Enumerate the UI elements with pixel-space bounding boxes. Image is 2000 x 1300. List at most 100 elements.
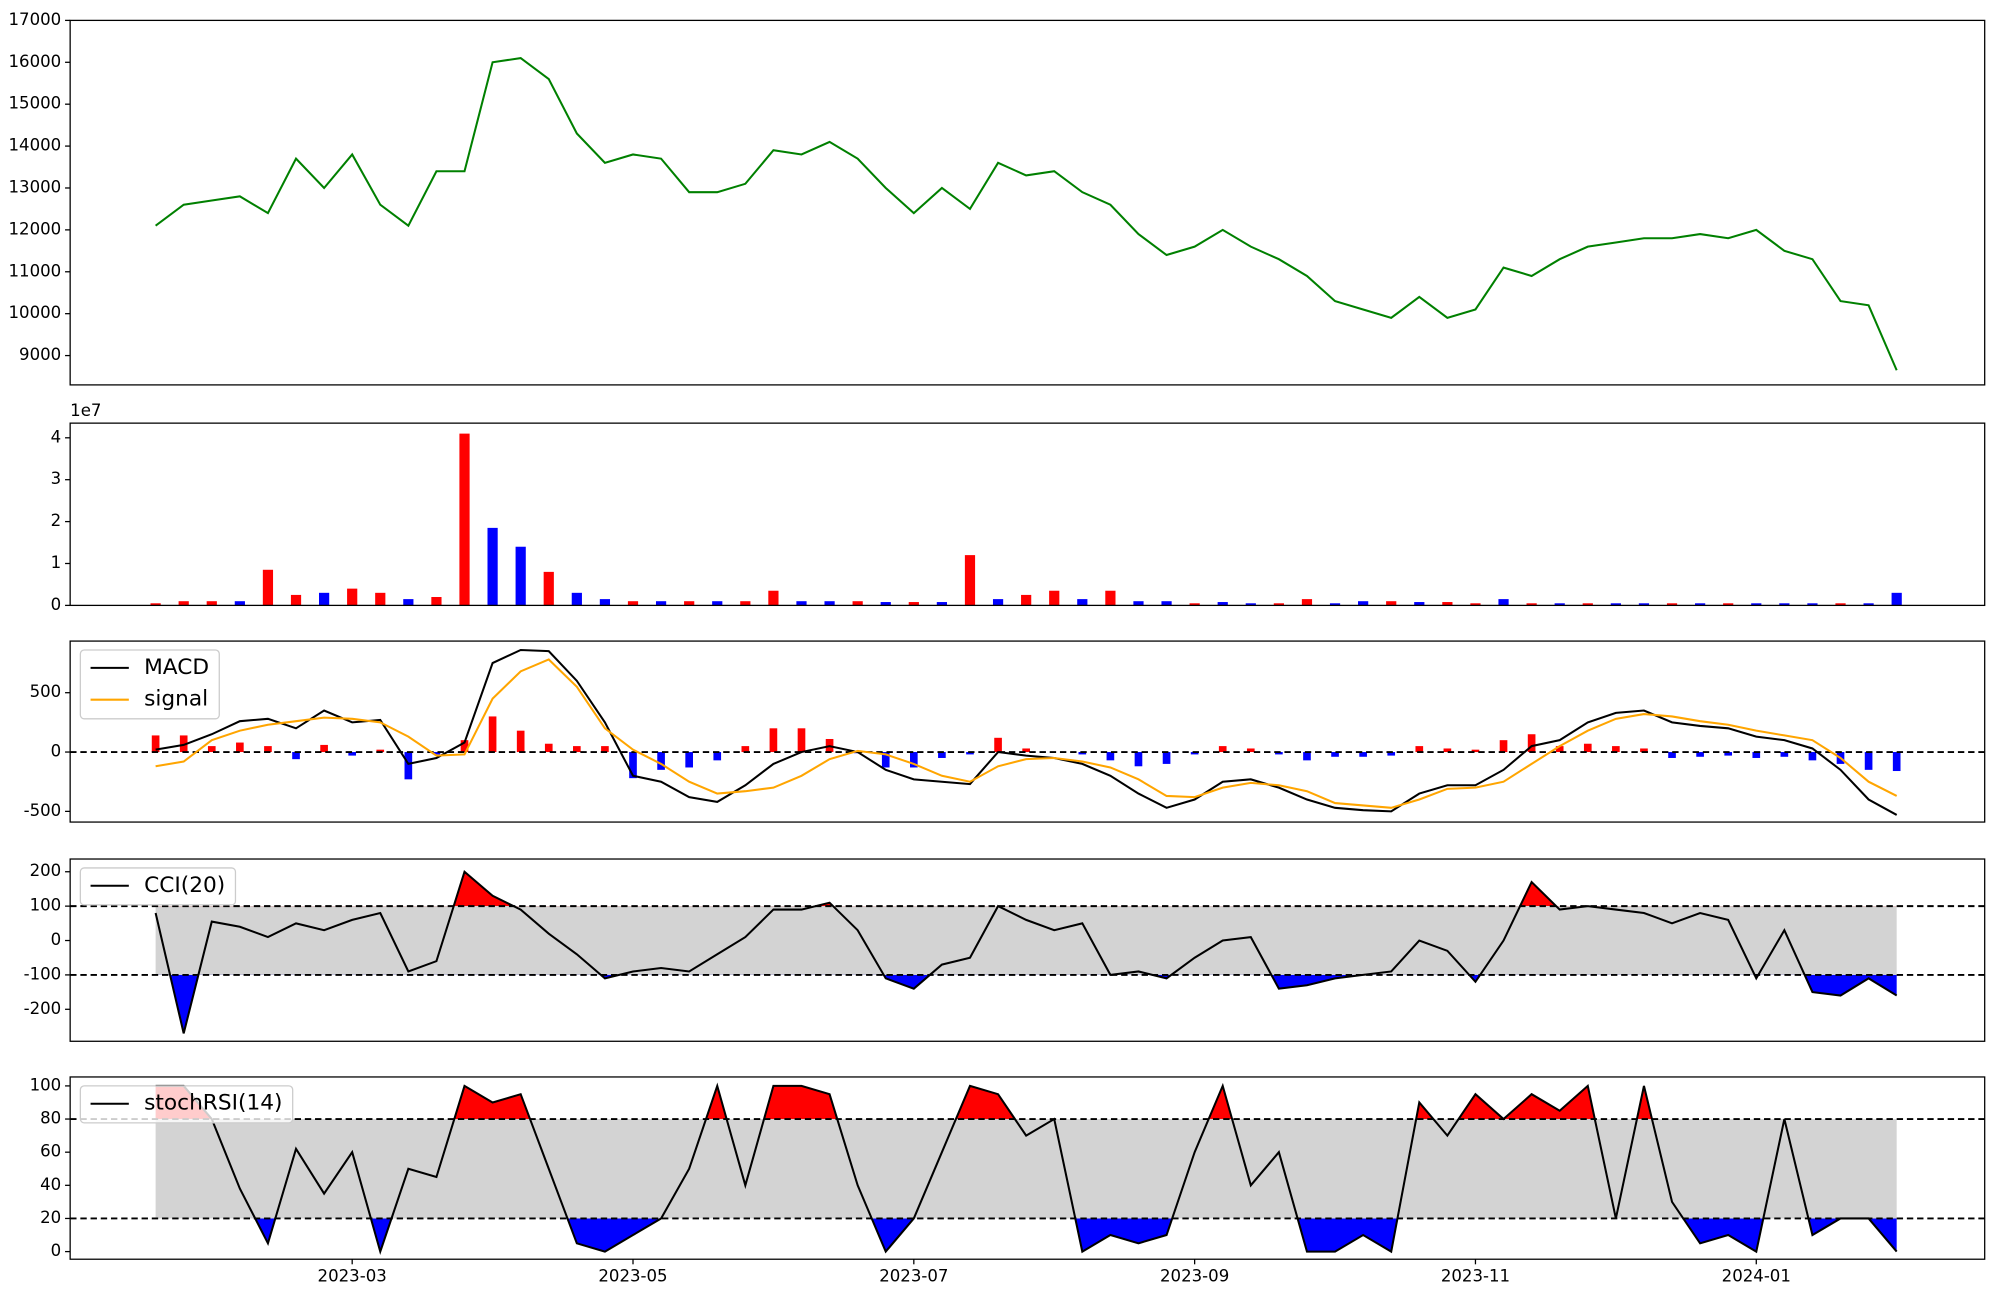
legend-label: MACD — [144, 655, 209, 680]
y-tick-label: 60 — [40, 1142, 61, 1161]
y-tick-label: 0 — [51, 742, 62, 761]
panel: -500 0 500 MACD signal — [24, 640, 1986, 823]
y-tick-label: 100 — [30, 896, 62, 915]
bar — [262, 569, 274, 606]
bar — [684, 601, 695, 606]
bar — [796, 601, 807, 606]
below-fill — [155, 1218, 1897, 1252]
histogram-bar — [320, 744, 328, 753]
histogram-bar — [1752, 752, 1761, 758]
histogram-bar — [1162, 752, 1171, 764]
bar — [459, 433, 470, 606]
histogram-bar — [657, 752, 665, 770]
bar — [403, 599, 414, 606]
histogram-bar — [909, 752, 918, 768]
histogram-bar — [1387, 752, 1396, 756]
bar — [1779, 603, 1790, 606]
bar — [655, 601, 667, 606]
legend-label: CCI(20) — [144, 873, 225, 898]
y-tick-label: 17000 — [9, 10, 62, 29]
y-tick-label: 1 — [51, 553, 62, 572]
histogram-bar — [1359, 752, 1367, 757]
x-tick-label: 2023-05 — [598, 1267, 667, 1286]
bar — [712, 601, 723, 606]
band-fill — [155, 906, 1897, 975]
panel: 0 20 40 60 80 100 2023-03 2023-05 2023-07 2023-09… — [30, 1075, 1986, 1286]
bar — [1329, 603, 1341, 606]
histogram-bar — [376, 749, 385, 753]
histogram-bar — [1134, 752, 1143, 767]
histogram-bar — [1275, 752, 1283, 755]
bar — [1442, 602, 1453, 606]
bar — [1189, 603, 1200, 606]
bar — [150, 603, 161, 606]
panel: -200 -100 0 100 200 CCI(20) — [24, 858, 1986, 1042]
histogram-bar — [601, 746, 609, 753]
histogram-bar — [1022, 748, 1030, 753]
plot-frame — [69, 422, 1986, 607]
bar — [347, 588, 358, 606]
bar — [992, 599, 1004, 606]
histogram-bar — [1499, 740, 1508, 753]
bar — [1807, 603, 1818, 606]
bar — [768, 590, 779, 606]
bar — [571, 592, 582, 606]
bar — [1161, 601, 1172, 606]
bar — [1526, 603, 1537, 606]
series-line — [155, 57, 1898, 371]
plot-area — [70, 20, 1985, 385]
legend-box — [79, 1085, 294, 1124]
histogram-bar — [1583, 743, 1592, 753]
bar — [1217, 602, 1228, 606]
bar — [1891, 592, 1902, 606]
bar — [1273, 603, 1284, 606]
bar — [1723, 603, 1734, 606]
bar — [234, 601, 245, 606]
y-tick-label: 0 — [51, 930, 62, 949]
histogram-bar — [207, 746, 216, 753]
bar — [740, 601, 751, 606]
legend-label: signal — [144, 687, 208, 712]
histogram-bar — [938, 752, 946, 758]
histogram-bar — [1190, 752, 1199, 755]
y-tick-label: 2 — [51, 511, 62, 530]
histogram-bar — [1443, 748, 1452, 753]
histogram-bar — [1218, 746, 1227, 753]
bar — [290, 594, 302, 606]
histogram-bar — [1864, 752, 1873, 770]
bar — [880, 602, 891, 606]
histogram-bar — [432, 752, 441, 755]
histogram-bar — [1640, 748, 1648, 753]
bar — [1835, 603, 1846, 606]
panel: 9000 10000 11000 12000 13000 14000 15000 16000 1… — [9, 10, 1986, 386]
y-tick-label: 3 — [51, 469, 62, 488]
histogram-bar — [1078, 752, 1087, 755]
plot-frame — [69, 19, 1986, 386]
bar — [1021, 594, 1032, 606]
bar — [1610, 603, 1621, 606]
bar — [599, 599, 611, 606]
histogram-bar — [769, 728, 778, 753]
histogram-bar — [348, 752, 357, 756]
bar — [627, 601, 639, 606]
histogram-bar — [236, 742, 244, 753]
bar — [487, 527, 498, 606]
bar — [1695, 603, 1706, 606]
histogram-bar — [1555, 746, 1564, 753]
histogram-bar — [685, 752, 693, 768]
histogram-bar — [1106, 752, 1115, 761]
y-tick-label: 16000 — [9, 52, 62, 71]
bar — [319, 592, 330, 606]
histogram-bar — [460, 740, 469, 753]
y-tick-label: 500 — [30, 682, 62, 701]
histogram-bar — [629, 752, 637, 779]
bar — [1498, 599, 1509, 606]
histogram-bar — [1612, 746, 1620, 753]
y-tick-label: 11000 — [9, 261, 62, 280]
legend-box — [79, 867, 237, 906]
y-tick-label: 9000 — [19, 345, 61, 364]
bar — [1470, 603, 1481, 606]
bar — [1414, 602, 1425, 606]
y-tick-label: 0 — [51, 595, 62, 614]
histogram-bar — [966, 752, 974, 755]
